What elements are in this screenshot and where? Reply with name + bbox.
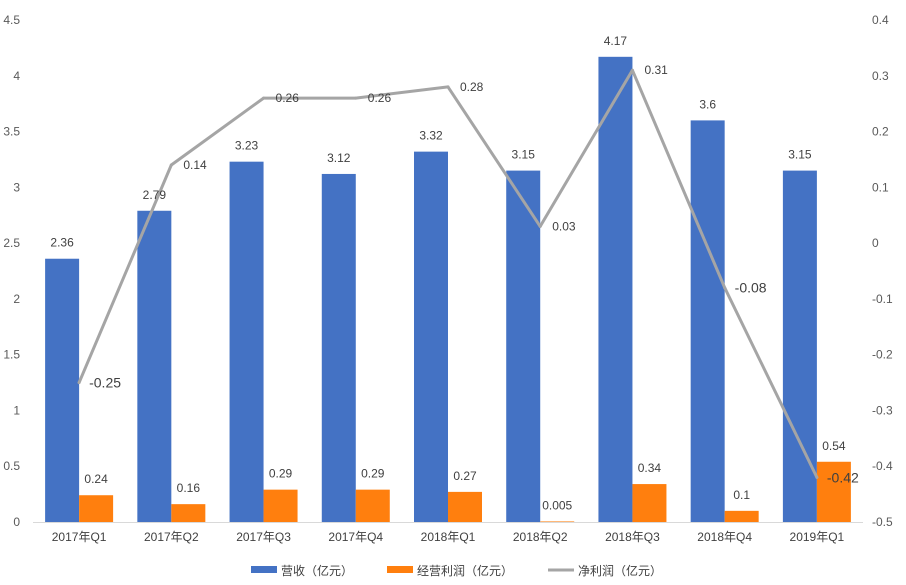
net-profit-data-label: -0.25: [89, 375, 121, 391]
operating-profit-data-label: 0.16: [177, 481, 201, 495]
revenue-data-label: 2.79: [143, 188, 167, 202]
legend: 营收（亿元） 经营利润（亿元） 净利润（亿元）: [251, 563, 662, 578]
net-profit-point: [446, 85, 450, 89]
revenue-data-label: 3.15: [512, 148, 536, 162]
revenue-bar: [414, 151, 448, 522]
net-profit-point: [77, 381, 81, 385]
revenue-data-label: 3.15: [788, 148, 812, 162]
operating-profit-data-label: 0.1: [733, 488, 750, 502]
operating-profit-bar: [263, 489, 298, 522]
net-profit-data-label: 0.31: [644, 63, 668, 77]
x-tick-label: 2018年Q1: [421, 530, 476, 544]
net-profit-point: [262, 96, 266, 100]
y2-tick-label: -0.2: [872, 348, 893, 362]
legend-swatch: [251, 566, 277, 573]
net-profit-point: [723, 286, 727, 290]
y-tick-label: 2: [13, 292, 20, 306]
y-tick-label: 0: [13, 515, 20, 529]
revenue-data-label: 2.36: [50, 236, 74, 250]
revenue-data-label: 3.6: [699, 97, 716, 111]
revenue-bar: [229, 161, 264, 523]
line-layer: [77, 68, 819, 479]
net-profit-data-label: 0.28: [460, 80, 484, 94]
legend-label: 净利润（亿元）: [578, 563, 662, 578]
labels-layer: 2.36 0.24 2.79 0.16 3.23 0.29 3.12 0.29 3.32 0.27…: [50, 34, 859, 513]
y2-tick-label: -0.1: [872, 292, 893, 306]
revenue-data-label: 3.12: [327, 151, 351, 165]
operating-profit-bar: [724, 510, 759, 522]
operating-profit-bar: [632, 484, 667, 522]
x-tick-label: 2017年Q2: [144, 530, 199, 544]
net-profit-point: [538, 224, 542, 228]
y2-tick-label: 0: [872, 236, 879, 250]
revenue-data-label: 3.23: [235, 139, 259, 153]
net-profit-data-label: 0.03: [552, 219, 576, 233]
operating-profit-data-label: 0.29: [269, 467, 293, 481]
revenue-bar: [45, 258, 80, 522]
y-tick-label: 0.5: [3, 459, 20, 473]
axes-layer: 0 0.5 1 1.5 2 2.5 3 3.5 4 4.5 -0.5 -0.4 -0.3 -0.2 -0.1…: [3, 13, 893, 544]
net-profit-data-label: 0.26: [368, 91, 392, 105]
y-tick-label: 1.5: [3, 348, 20, 362]
y-tick-label: 4: [13, 69, 20, 83]
y2-tick-label: 0.2: [872, 125, 889, 139]
bars-layer: [45, 56, 851, 523]
y2-tick-label: -0.3: [872, 403, 893, 417]
y-tick-label: 4.5: [3, 13, 20, 27]
y2-tick-label: 0.3: [872, 69, 889, 83]
net-profit-data-label: 0.26: [276, 91, 300, 105]
x-tick-label: 2017年Q3: [236, 530, 291, 544]
revenue-data-label: 4.17: [604, 34, 628, 48]
operating-profit-data-label: 0.27: [453, 469, 477, 483]
x-tick-label: 2018年Q2: [513, 530, 568, 544]
net-profit-data-label: -0.08: [735, 280, 767, 296]
legend-label: 经营利润（亿元）: [417, 563, 513, 578]
x-tick-label: 2017年Q4: [328, 530, 383, 544]
operating-profit-bar: [355, 489, 390, 522]
net-profit-point: [169, 163, 173, 167]
y-tick-label: 3: [13, 180, 20, 194]
revenue-bar: [598, 56, 633, 523]
revenue-bar: [506, 170, 541, 522]
revenue-bar: [690, 120, 725, 523]
operating-profit-bar: [540, 521, 575, 522]
operating-profit-bar: [79, 495, 114, 522]
operating-profit-bar: [448, 491, 482, 522]
x-tick-label: 2017年Q1: [52, 530, 107, 544]
operating-profit-data-label: 0.29: [361, 467, 385, 481]
x-tick-label: 2018年Q3: [605, 530, 660, 544]
y-tick-label: 3.5: [3, 125, 20, 139]
legend-label: 营收（亿元）: [281, 563, 353, 578]
operating-profit-data-label: 0.24: [84, 472, 108, 486]
net-profit-point: [354, 96, 358, 100]
net-profit-point: [630, 68, 634, 72]
revenue-bar: [321, 173, 356, 523]
operating-profit-data-label: 0.34: [638, 461, 662, 475]
net-profit-data-label: 0.14: [183, 158, 207, 172]
revenue-data-label: 3.32: [419, 129, 443, 143]
y2-tick-label: -0.5: [872, 515, 893, 529]
y2-tick-label: 0.1: [872, 180, 889, 194]
y2-tick-label: -0.4: [872, 459, 893, 473]
legend-swatch: [387, 566, 413, 573]
y-tick-label: 2.5: [3, 236, 20, 250]
x-tick-label: 2018年Q4: [697, 530, 752, 544]
operating-profit-data-label: 0.54: [822, 439, 846, 453]
y-tick-label: 1: [13, 403, 20, 417]
revenue-bar: [137, 210, 172, 522]
y2-tick-label: 0.4: [872, 13, 889, 27]
operating-profit-data-label: 0.005: [542, 498, 572, 512]
net-profit-point: [815, 475, 819, 479]
operating-profit-bar: [816, 461, 851, 522]
operating-profit-bar: [171, 504, 206, 522]
net-profit-data-label: -0.42: [827, 469, 859, 485]
x-tick-label: 2019年Q1: [790, 530, 845, 544]
